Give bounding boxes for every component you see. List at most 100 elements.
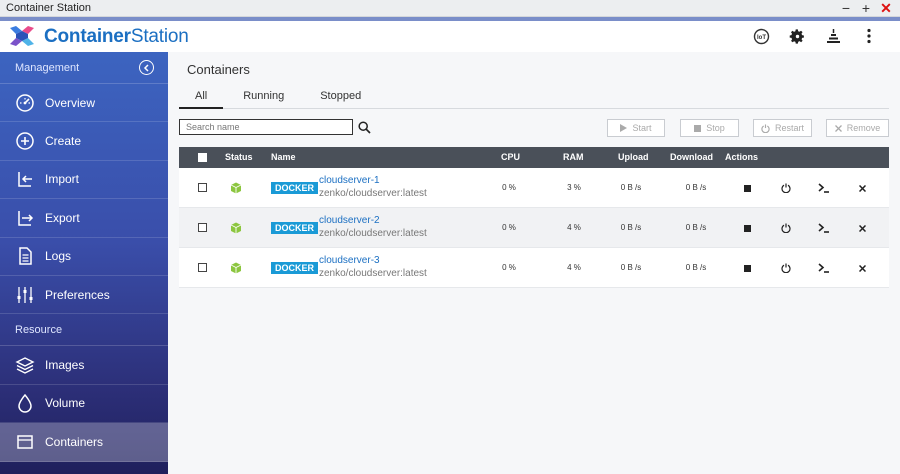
power-icon [761, 123, 770, 133]
management-section-label: Management [0, 52, 168, 84]
tab-running[interactable]: Running [243, 90, 285, 102]
window-controls: − + ✕ [840, 0, 892, 16]
window-titlebar: Container Station − + ✕ [0, 0, 900, 17]
download-value: 0 B /s [685, 263, 707, 272]
container-name-link[interactable]: cloudserver-3 [319, 255, 380, 266]
delete-icon[interactable] [855, 181, 869, 195]
col-ram[interactable]: RAM [563, 152, 584, 162]
restart-icon[interactable] [779, 221, 793, 235]
maximize-button[interactable]: + [861, 0, 871, 16]
gauge-icon [15, 93, 35, 113]
col-actions: Actions [725, 152, 759, 162]
sidebar-item-containers[interactable]: Containers [0, 423, 168, 462]
export-icon [15, 208, 35, 228]
container-image: zenko/cloudserver:latest [319, 228, 427, 239]
minimize-button[interactable]: − [841, 0, 851, 16]
plus-circle-icon [15, 131, 35, 151]
gear-icon[interactable] [788, 27, 806, 45]
close-icon [834, 124, 842, 132]
col-name[interactable]: Name [271, 152, 296, 162]
sidebar-item-label: Logs [45, 249, 72, 264]
cpu-value: 0 % [502, 183, 516, 192]
sidebar-item-create[interactable]: Create [0, 122, 168, 161]
docker-badge: DOCKER [271, 182, 319, 194]
running-status-icon [230, 262, 242, 274]
layers-icon [15, 355, 35, 375]
delete-icon[interactable] [855, 261, 869, 275]
download-value: 0 B /s [685, 183, 707, 192]
sidebar-item-export[interactable]: Export [0, 199, 168, 238]
terminal-icon[interactable] [817, 221, 831, 235]
ram-value: 4 % [567, 223, 581, 232]
container-tabs: All Running Stopped [179, 88, 889, 109]
terminal-icon[interactable] [817, 261, 831, 275]
container-name-link[interactable]: cloudserver-2 [319, 215, 380, 226]
tab-all[interactable]: All [179, 88, 224, 109]
col-status[interactable]: Status [225, 152, 253, 162]
stop-button[interactable]: Stop [680, 119, 739, 137]
upload-value: 0 B /s [620, 183, 642, 192]
sidebar-item-images[interactable]: Images [0, 346, 168, 385]
ram-value: 3 % [567, 183, 581, 192]
delete-icon[interactable] [855, 221, 869, 235]
sidebar-item-label: Preferences [45, 287, 110, 302]
sidebar-item-label: Volume [45, 396, 86, 411]
stop-icon[interactable] [740, 221, 754, 235]
docker-badge: DOCKER [271, 262, 319, 274]
download-value: 0 B /s [685, 223, 707, 232]
search-input[interactable] [179, 119, 353, 135]
row-checkbox[interactable] [198, 263, 207, 272]
restart-icon[interactable] [779, 261, 793, 275]
main-content: Containers All Running Stopped Start Sto… [168, 52, 900, 474]
drop-icon [15, 393, 35, 414]
close-button[interactable]: ✕ [880, 0, 892, 16]
restart-button[interactable]: Restart [753, 119, 812, 137]
container-image: zenko/cloudserver:latest [319, 268, 427, 279]
iot-icon[interactable]: IoT [752, 27, 770, 45]
brand-name: ContainerStation [44, 26, 189, 47]
page-title: Containers [187, 62, 250, 77]
sidebar-item-label: Images [45, 358, 85, 373]
start-button[interactable]: Start [607, 119, 665, 137]
cpu-value: 0 % [502, 223, 516, 232]
col-cpu[interactable]: CPU [501, 152, 521, 162]
containers-table: Status Name CPU RAM Upload Download Acti… [179, 147, 889, 288]
cpu-value: 0 % [502, 263, 516, 272]
table-row[interactable]: DOCKER cloudserver-3 zenko/cloudserver:l… [179, 248, 889, 288]
select-all-checkbox[interactable] [198, 153, 207, 162]
container-image: zenko/cloudserver:latest [319, 188, 427, 199]
svg-text:IoT: IoT [757, 35, 766, 41]
row-checkbox[interactable] [198, 183, 207, 192]
import-icon [15, 169, 35, 189]
sliders-icon [15, 285, 35, 305]
sidebar-item-label: Containers [45, 434, 104, 449]
stop-icon[interactable] [740, 181, 754, 195]
container-name-link[interactable]: cloudserver-1 [319, 175, 380, 186]
remove-button[interactable]: Remove [826, 119, 889, 137]
terminal-icon[interactable] [817, 181, 831, 195]
table-row[interactable]: DOCKER cloudserver-2 zenko/cloudserver:l… [179, 208, 889, 248]
sidebar-item-logs[interactable]: Logs [0, 238, 168, 276]
stop-icon[interactable] [740, 261, 754, 275]
row-checkbox[interactable] [198, 223, 207, 232]
collapse-sidebar-icon[interactable] [139, 60, 154, 75]
restart-icon[interactable] [779, 181, 793, 195]
upload-value: 0 B /s [620, 223, 642, 232]
stop-icon [694, 124, 702, 132]
table-row[interactable]: DOCKER cloudserver-1 zenko/cloudserver:l… [179, 168, 889, 208]
sidebar-item-label: Overview [45, 95, 96, 110]
search-icon[interactable] [358, 121, 371, 134]
sidebar-item-label: Import [45, 172, 80, 187]
sidebar-item-import[interactable]: Import [0, 161, 168, 200]
sidebar-item-preferences[interactable]: Preferences [0, 276, 168, 315]
col-download[interactable]: Download [670, 152, 713, 162]
sidebar-item-volume[interactable]: Volume [0, 385, 168, 424]
sidebar-item-overview[interactable]: Overview [0, 84, 168, 123]
tab-stopped[interactable]: Stopped [320, 90, 362, 102]
ram-value: 4 % [567, 263, 581, 272]
docker-badge: DOCKER [271, 222, 319, 234]
container-icon [15, 432, 35, 452]
stack-icon[interactable] [824, 27, 842, 45]
col-upload[interactable]: Upload [618, 152, 649, 162]
more-vertical-icon[interactable] [860, 27, 878, 45]
